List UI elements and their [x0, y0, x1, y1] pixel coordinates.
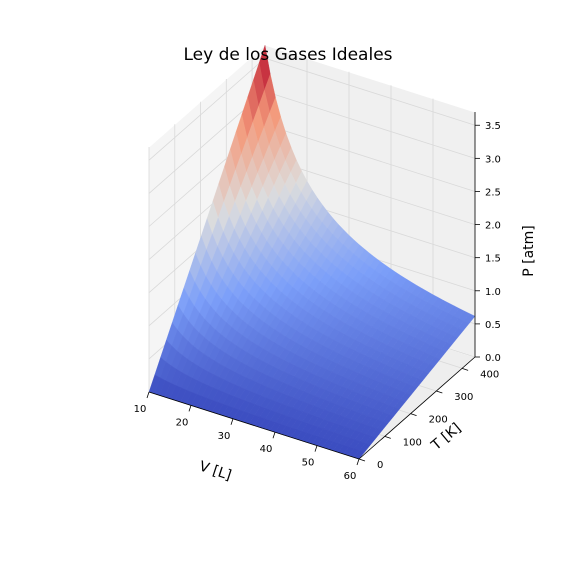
z-tick-label: 3.5 — [485, 121, 501, 132]
y-tick-label: 0 — [377, 460, 383, 471]
x-tick-label: 20 — [176, 417, 189, 428]
z-tick-label: 3.0 — [485, 154, 501, 165]
y-tick-label: 300 — [454, 392, 473, 403]
z-tick-label: 2.0 — [485, 221, 501, 232]
y-axis-line — [358, 356, 476, 460]
y-tick — [436, 390, 443, 394]
x-tick — [188, 405, 192, 412]
x-tick-label: 50 — [302, 458, 315, 469]
y-tick — [461, 367, 469, 371]
y-tick-label: 200 — [429, 415, 448, 426]
x-axis-line — [148, 391, 360, 460]
x-tick — [314, 445, 318, 452]
y-tick — [384, 435, 391, 439]
x-tick-label: 30 — [218, 431, 231, 442]
z-tick-label: 1.5 — [485, 254, 501, 265]
x-tick — [230, 418, 234, 425]
z-tick-label: 1.0 — [485, 287, 501, 298]
x-tick — [356, 458, 360, 466]
y-tick-label: 100 — [403, 437, 422, 448]
x-tick-label: 10 — [134, 404, 147, 415]
x-tick-label: 60 — [344, 471, 357, 482]
x-tick — [146, 391, 150, 399]
x-axis-label: V [L] — [197, 459, 233, 484]
x-tick-label: 40 — [260, 444, 273, 455]
y-tick — [358, 458, 366, 462]
tick-labels: 10 20 30 40 50 60 0 100 200 300 400 0.0 0.5 1.0 1.5 2.0… — [134, 121, 501, 482]
z-tick-label: 0.0 — [485, 353, 501, 364]
y-tick-label: 400 — [480, 369, 499, 380]
z-tick-label: 2.5 — [485, 188, 501, 199]
y-tick — [410, 413, 417, 417]
z-axis-label: P [atm] — [521, 225, 537, 277]
axis-lines — [146, 112, 480, 466]
chart-title: Ley de los Gases Ideales — [183, 45, 393, 65]
x-tick — [272, 432, 276, 439]
z-tick-label: 0.5 — [485, 320, 501, 331]
surface-mesh — [148, 44, 476, 460]
